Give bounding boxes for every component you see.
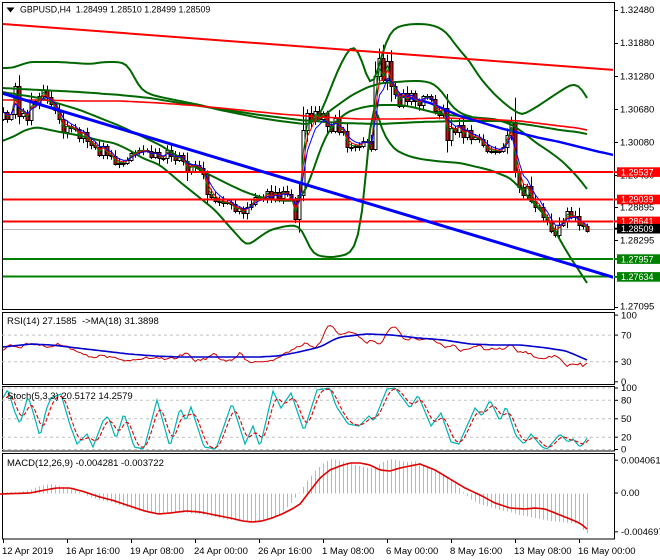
svg-text:1.28895: 1.28895	[620, 203, 654, 214]
svg-text:RSI(14) 27.1585 ->MA(18) 31.3: RSI(14) 27.1585 ->MA(18) 31.3898	[7, 316, 159, 327]
svg-text:1.27957: 1.27957	[621, 254, 654, 264]
svg-text:MACD(12,26,9) -0.004281 -0.003: MACD(12,26,9) -0.004281 -0.003722	[7, 458, 164, 469]
svg-text:12 Apr 2019: 12 Apr 2019	[2, 546, 53, 557]
svg-text:1.30680: 1.30680	[620, 104, 654, 115]
svg-text:Stoch(5,3,3) 20.5172 14.2579: Stoch(5,3,3) 20.5172 14.2579	[7, 391, 133, 402]
svg-text:1.29537: 1.29537	[621, 167, 654, 177]
svg-text:50: 50	[621, 414, 632, 425]
svg-text:13 May 08:00: 13 May 08:00	[514, 546, 572, 557]
svg-text:1.29039: 1.29039	[621, 195, 654, 205]
svg-text:1.27095: 1.27095	[620, 302, 654, 313]
svg-text:19 Apr 08:00: 19 Apr 08:00	[130, 546, 184, 557]
svg-text:70: 70	[621, 330, 632, 341]
svg-text:GBPUSD,H4 1.28499 1.28510 1.2: GBPUSD,H4 1.28499 1.28510 1.28499 1.2850…	[20, 5, 210, 15]
svg-text:1.28641: 1.28641	[621, 217, 654, 227]
svg-text:0: 0	[621, 445, 626, 456]
svg-text:0.00: 0.00	[621, 488, 640, 499]
svg-text:24 Apr 00:00: 24 Apr 00:00	[194, 546, 248, 557]
svg-text:30: 30	[621, 357, 632, 368]
svg-text:100: 100	[621, 310, 637, 321]
svg-text:1.31880: 1.31880	[620, 38, 654, 49]
svg-text:1.31280: 1.31280	[620, 71, 654, 82]
svg-text:-0.004697: -0.004697	[621, 527, 660, 538]
svg-text:0: 0	[621, 377, 626, 388]
svg-text:8 May 16:00: 8 May 16:00	[450, 546, 502, 557]
svg-text:26 Apr 16:00: 26 Apr 16:00	[258, 546, 312, 557]
svg-text:1.27634: 1.27634	[621, 272, 654, 282]
svg-text:1.30080: 1.30080	[620, 137, 654, 148]
svg-text:1.28295: 1.28295	[620, 236, 654, 247]
svg-text:16 Apr 16:00: 16 Apr 16:00	[66, 546, 120, 557]
svg-text:1.32480: 1.32480	[620, 5, 654, 16]
svg-text:0.004061: 0.004061	[621, 455, 660, 466]
svg-text:100: 100	[621, 383, 637, 394]
svg-text:80: 80	[621, 396, 632, 407]
svg-text:16 May 00:00: 16 May 00:00	[578, 546, 636, 557]
svg-text:6 May 00:00: 6 May 00:00	[386, 546, 438, 557]
svg-text:1.28509: 1.28509	[621, 224, 654, 234]
svg-text:20: 20	[621, 432, 632, 443]
svg-text:1 May 08:00: 1 May 08:00	[322, 546, 374, 557]
